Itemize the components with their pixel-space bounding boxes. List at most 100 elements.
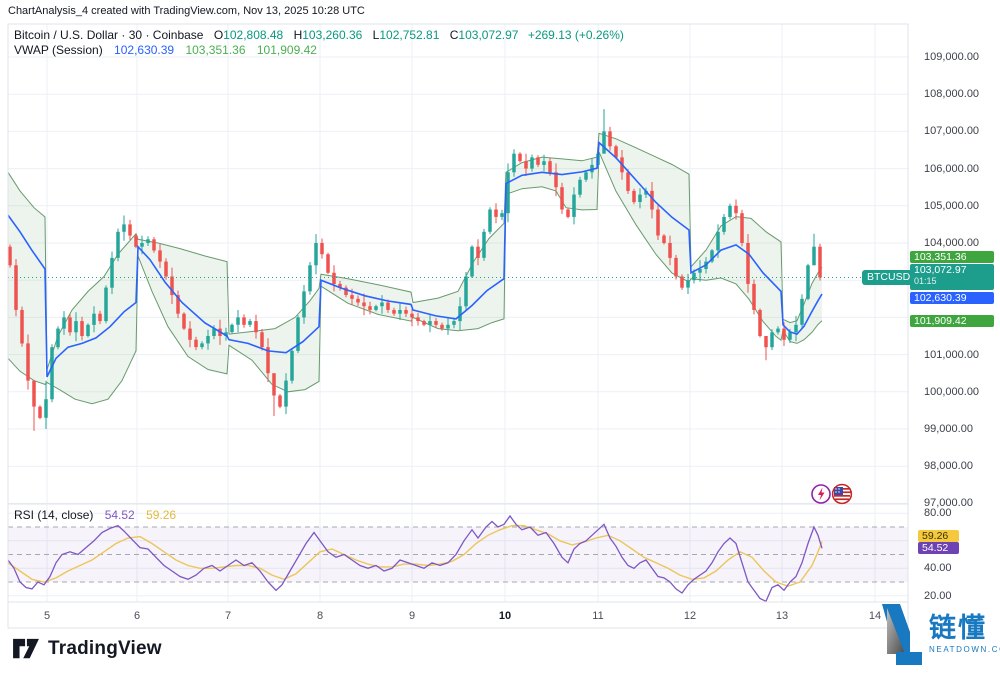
candle-body	[122, 224, 126, 232]
price-axis-label: 109,000.00	[924, 51, 980, 63]
candle-body	[416, 317, 420, 322]
candle-body	[20, 310, 24, 344]
candle-body	[560, 187, 564, 210]
neatdown-brand[interactable]: 链懂 NEATDOWN.COM	[878, 602, 1000, 668]
candle-body	[542, 161, 546, 165]
lower-band-label-text: 101,909.42	[914, 314, 967, 327]
candle-body	[602, 131, 606, 154]
candle-body	[500, 213, 504, 217]
candle-body	[152, 239, 156, 251]
candle-body	[278, 395, 282, 407]
candle-body	[698, 269, 702, 273]
candle-body	[740, 213, 744, 243]
rsi-title: RSI (14, close)	[14, 508, 94, 522]
candle-body	[752, 283, 756, 310]
candle-body	[686, 280, 690, 288]
rsi-axis-label: 20.00	[924, 590, 952, 602]
vwap-upper-band-price-label: 103,351.36	[910, 250, 994, 263]
candle-body	[662, 235, 666, 243]
candle-body	[734, 205, 738, 214]
candle-body	[680, 276, 684, 288]
candle-body	[554, 172, 558, 188]
candle-body	[194, 339, 198, 348]
candle-body	[788, 332, 792, 340]
candle-body	[776, 328, 780, 333]
economic-event-lightning-icon[interactable]	[811, 484, 831, 504]
candle-body	[392, 310, 396, 314]
vwap-band-fill	[8, 172, 45, 385]
legend-separator: ·	[121, 28, 129, 42]
candle-body	[332, 272, 336, 284]
candle-body	[458, 306, 462, 322]
us-flag-event-icon[interactable]	[831, 483, 853, 505]
candle-body	[422, 321, 426, 325]
candle-body	[140, 243, 144, 247]
candle-body	[488, 209, 492, 232]
candle-body	[434, 321, 438, 325]
candle-body	[644, 190, 648, 195]
high-label: H	[293, 28, 303, 42]
candle-body	[614, 146, 618, 158]
candle-body	[158, 250, 162, 262]
candle-body	[344, 287, 348, 295]
vwap-band-fill	[783, 267, 822, 344]
candle-body	[632, 190, 636, 203]
candle-body	[770, 332, 774, 348]
candle-body	[368, 306, 372, 310]
price-axis-label: 101,000.00	[924, 349, 980, 361]
candle-body	[272, 373, 276, 396]
candle-body	[44, 399, 48, 418]
candle-body	[524, 161, 528, 169]
candle-body	[230, 324, 234, 333]
rsi-value: 54.52	[104, 508, 135, 522]
symbol-title: Bitcoin / U.S. Dollar	[14, 28, 119, 42]
tradingview-logo[interactable]: TradingView	[12, 637, 162, 661]
time-axis-label: 8	[316, 610, 324, 622]
neatdown-brand-url: NEATDOWN.COM	[929, 645, 1000, 654]
candle-body	[722, 217, 726, 232]
candle-body	[260, 332, 264, 348]
candle-body	[338, 283, 342, 288]
vwap-label-text: 102,630.39	[914, 291, 967, 304]
candle-body	[188, 328, 192, 340]
candle-body	[8, 246, 12, 266]
rsi-ma-value-label: 59.26	[918, 530, 959, 543]
candle-body	[572, 194, 576, 217]
symbol-flag-text: BTCUSD	[867, 270, 911, 283]
vwap-legend-row[interactable]: VWAP (Session) 102,630.39 103,351.36 101…	[14, 43, 317, 57]
last-price-text: 103,072.97	[914, 263, 967, 276]
time-axis-label: 11	[592, 610, 604, 622]
candle-body	[764, 336, 768, 348]
vwap-band-fill	[691, 216, 781, 341]
candle-body	[674, 257, 678, 277]
vwap-band-fill	[229, 288, 319, 392]
symbol-legend-row[interactable]: Bitcoin / U.S. Dollar · 30 · Coinbase O1…	[14, 28, 624, 42]
candle-body	[68, 317, 72, 333]
candle-body	[794, 324, 798, 333]
candle-body	[506, 172, 510, 214]
candlestick-series	[8, 109, 822, 431]
candle-body	[98, 313, 102, 322]
candle-body	[164, 261, 168, 277]
tradingview-logo-text: TradingView	[48, 638, 162, 659]
rsi-axis-label: 40.00	[924, 562, 952, 574]
event-markers[interactable]	[810, 482, 854, 511]
rsi-value-label: 54.52	[918, 542, 959, 555]
legend-separator: ·	[145, 28, 153, 42]
candle-body	[716, 231, 720, 251]
vwap-lower-band-line	[7, 151, 823, 405]
time-axis-label: 5	[43, 610, 51, 622]
rsi-legend-row[interactable]: RSI (14, close) 54.52 59.26	[14, 508, 176, 522]
candle-body	[692, 272, 696, 281]
time-axis-label: 10	[498, 610, 512, 622]
candle-body	[302, 291, 306, 318]
candle-body	[470, 246, 474, 277]
price-axis-label: 100,000.00	[924, 386, 980, 398]
vwap-price-label: 102,630.39	[910, 291, 994, 304]
price-axis-label: 98,000.00	[924, 460, 973, 472]
candle-body	[116, 231, 120, 258]
chart-frame	[7, 23, 909, 629]
candle-body	[254, 321, 258, 333]
candle-body	[326, 254, 330, 273]
